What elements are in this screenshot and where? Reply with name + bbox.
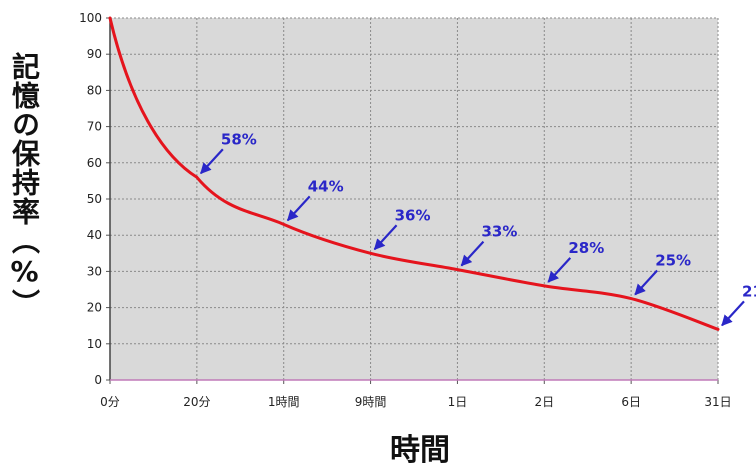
annotation-label: 36% — [395, 206, 431, 224]
y-tick-label: 90 — [87, 47, 102, 61]
y-tick-label: 40 — [87, 228, 102, 242]
x-tick-label: 1日 — [448, 395, 468, 409]
x-tick-label: 31日 — [704, 395, 731, 409]
x-tick-label: 20分 — [183, 395, 210, 409]
annotation-arrow — [721, 300, 745, 327]
x-tick-label: 6日 — [621, 395, 641, 409]
annotation-arrow — [634, 269, 658, 296]
y-tick-label: 0 — [94, 373, 102, 387]
annotation-arrow — [286, 195, 311, 222]
annotation-label: 58% — [221, 130, 257, 148]
y-tick-label: 80 — [87, 83, 102, 97]
annotation-label: 33% — [481, 223, 517, 241]
y-tick-label: 70 — [87, 120, 102, 134]
annotation-label: 44% — [308, 177, 344, 195]
y-axis-label: 記憶の保持率（%） — [8, 52, 41, 318]
y-tick-label: 10 — [87, 337, 102, 351]
y-axis-label-box: 記憶の保持率（%） — [4, 52, 44, 332]
x-tick-label: 9時間 — [355, 395, 387, 409]
y-tick-label: 50 — [87, 192, 102, 206]
series-line — [108, 16, 720, 331]
annotation-arrow — [460, 240, 485, 267]
annotation-label: 21% — [742, 282, 756, 300]
annotation-arrow — [373, 224, 398, 251]
y-tick-label: 20 — [87, 301, 102, 315]
x-tick-label: 1時間 — [268, 395, 300, 409]
y-tick-label: 100 — [79, 11, 102, 25]
x-axis-label: 時間 — [390, 433, 450, 468]
annotation-arrow — [200, 148, 224, 175]
annotation-label: 25% — [655, 252, 691, 270]
y-tick-label: 60 — [87, 156, 102, 170]
annotation-label: 28% — [568, 239, 604, 257]
x-tick-label: 0分 — [100, 395, 120, 409]
annotation-arrow — [547, 257, 572, 283]
y-tick-label: 30 — [87, 264, 102, 278]
x-tick-label: 2日 — [534, 395, 554, 409]
